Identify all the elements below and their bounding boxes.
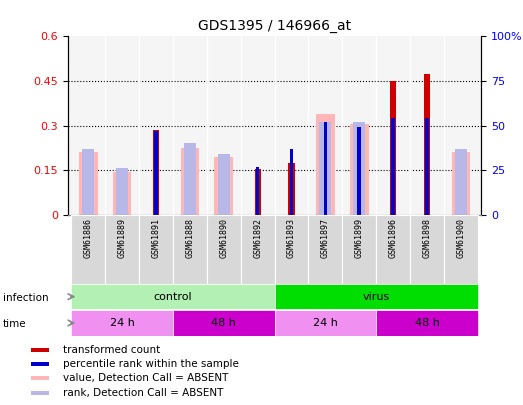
Bar [256, 166, 259, 215]
Text: 24 h: 24 h [313, 318, 338, 328]
Bar [425, 118, 429, 215]
Text: control: control [154, 292, 192, 302]
Bar [173, 310, 275, 336]
Bar [390, 81, 396, 215]
Bar [105, 215, 139, 284]
Text: percentile rank within the sample: percentile rank within the sample [63, 359, 238, 369]
Text: GSM61888: GSM61888 [186, 218, 195, 258]
Bar [275, 310, 376, 336]
Title: GDS1395 / 146966_at: GDS1395 / 146966_at [198, 19, 351, 33]
Text: GSM61898: GSM61898 [423, 218, 431, 258]
Bar [376, 310, 478, 336]
Text: GSM61886: GSM61886 [84, 218, 93, 258]
Bar [353, 122, 365, 215]
Bar [207, 215, 241, 284]
Bar [410, 215, 444, 284]
Bar [391, 118, 395, 215]
Text: rank, Detection Call = ABSENT: rank, Detection Call = ABSENT [63, 388, 223, 398]
Text: GSM61897: GSM61897 [321, 218, 330, 258]
Text: time: time [3, 319, 26, 329]
Text: value, Detection Call = ABSENT: value, Detection Call = ABSENT [63, 373, 228, 384]
Bar [218, 154, 230, 215]
Bar [173, 215, 207, 284]
Bar [214, 157, 233, 215]
Bar [343, 215, 376, 284]
Bar [154, 131, 158, 215]
Text: infection: infection [3, 293, 48, 303]
Bar [350, 124, 369, 215]
Bar [79, 152, 98, 215]
Bar [290, 149, 293, 215]
Text: virus: virus [362, 292, 390, 302]
Bar [180, 148, 199, 215]
Bar [241, 215, 275, 284]
Bar [71, 310, 173, 336]
Text: GSM61896: GSM61896 [389, 218, 397, 258]
Bar [444, 215, 478, 284]
Bar [31, 362, 49, 366]
Bar [424, 74, 430, 215]
Text: GSM61891: GSM61891 [152, 218, 161, 258]
Bar [255, 168, 260, 215]
Text: 48 h: 48 h [415, 318, 439, 328]
Bar [184, 143, 196, 215]
Text: GSM61892: GSM61892 [253, 218, 262, 258]
Text: transformed count: transformed count [63, 345, 160, 355]
Bar [153, 130, 159, 215]
Bar [82, 149, 94, 215]
Bar [71, 215, 105, 284]
Text: 24 h: 24 h [110, 318, 134, 328]
Bar [275, 284, 478, 309]
Bar [71, 284, 275, 309]
Bar [31, 377, 49, 380]
Text: GSM61899: GSM61899 [355, 218, 363, 258]
Bar [113, 172, 131, 215]
Bar [289, 163, 294, 215]
Bar [320, 122, 332, 215]
Bar [324, 122, 327, 215]
Text: GSM61900: GSM61900 [457, 218, 465, 258]
Bar [357, 127, 361, 215]
Bar [451, 152, 470, 215]
Text: GSM61893: GSM61893 [287, 218, 296, 258]
Bar [275, 215, 309, 284]
Bar [376, 215, 410, 284]
Bar [309, 215, 343, 284]
Bar [316, 114, 335, 215]
Bar [31, 391, 49, 394]
Text: GSM61890: GSM61890 [219, 218, 228, 258]
Bar [455, 149, 467, 215]
Bar [139, 215, 173, 284]
Text: GSM61889: GSM61889 [118, 218, 127, 258]
Bar [116, 168, 128, 215]
Text: 48 h: 48 h [211, 318, 236, 328]
Bar [31, 348, 49, 352]
